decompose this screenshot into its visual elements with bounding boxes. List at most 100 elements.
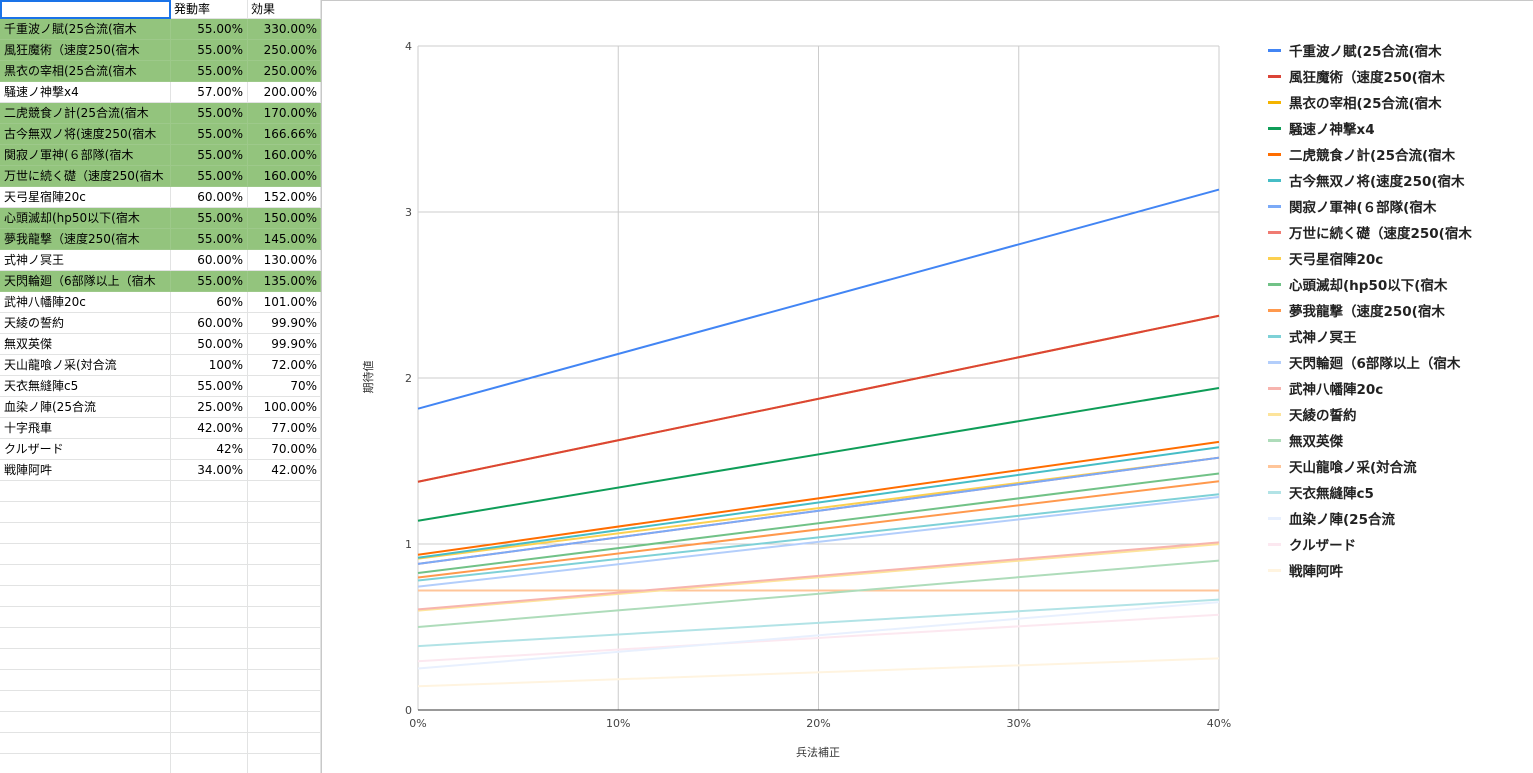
effect-cell[interactable]: 70%	[248, 376, 321, 397]
skill-name-cell[interactable]: 天綾の誓約	[0, 313, 171, 334]
empty-cell[interactable]	[0, 523, 171, 544]
legend-item[interactable]: 風狂魔術（速度250(宿木	[1268, 63, 1530, 89]
skill-name-cell[interactable]: 万世に続く礎（速度250(宿木	[0, 166, 171, 187]
selected-header-cell[interactable]	[0, 0, 171, 19]
skill-name-cell[interactable]: 天衣無縫陣c5	[0, 376, 171, 397]
skill-name-cell[interactable]: 血染ノ陣(25合流	[0, 397, 171, 418]
empty-cell[interactable]	[248, 544, 321, 565]
effect-cell[interactable]: 145.00%	[248, 229, 321, 250]
rate-cell[interactable]: 25.00%	[171, 397, 248, 418]
effect-cell[interactable]: 130.00%	[248, 250, 321, 271]
empty-cell[interactable]	[248, 607, 321, 628]
legend-item[interactable]: 天山龍喰ノ采(対合流	[1268, 453, 1530, 479]
skill-name-cell[interactable]: 夢我龍撃（速度250(宿木	[0, 229, 171, 250]
skill-name-cell[interactable]: 騒速ノ神撃x4	[0, 82, 171, 103]
empty-cell[interactable]	[0, 691, 171, 712]
skill-name-cell[interactable]: 無双英傑	[0, 334, 171, 355]
legend-item[interactable]: 千重波ノ賦(25合流(宿木	[1268, 37, 1530, 63]
skill-name-cell[interactable]: 戦陣阿吽	[0, 460, 171, 481]
empty-cell[interactable]	[0, 712, 171, 733]
effect-cell[interactable]: 200.00%	[248, 82, 321, 103]
empty-cell[interactable]	[248, 523, 321, 544]
rate-cell[interactable]: 42%	[171, 439, 248, 460]
rate-cell[interactable]: 60.00%	[171, 250, 248, 271]
effect-cell[interactable]: 135.00%	[248, 271, 321, 292]
effect-cell[interactable]: 160.00%	[248, 166, 321, 187]
legend-item[interactable]: 無双英傑	[1268, 427, 1530, 453]
skill-name-cell[interactable]: 天山龍喰ノ采(対合流	[0, 355, 171, 376]
skill-name-cell[interactable]: クルザード	[0, 439, 171, 460]
legend-item[interactable]: 黒衣の宰相(25合流(宿木	[1268, 89, 1530, 115]
legend-item[interactable]: 天閃輪廻（6部隊以上（宿木	[1268, 349, 1530, 375]
header-effect[interactable]: 効果	[248, 0, 321, 19]
effect-cell[interactable]: 170.00%	[248, 103, 321, 124]
legend-item[interactable]: クルザード	[1268, 531, 1530, 557]
header-rate[interactable]: 発動率	[171, 0, 248, 19]
empty-cell[interactable]	[248, 670, 321, 691]
empty-cell[interactable]	[248, 628, 321, 649]
legend-item[interactable]: 騒速ノ神撃x4	[1268, 115, 1530, 141]
effect-cell[interactable]: 166.66%	[248, 124, 321, 145]
effect-cell[interactable]: 77.00%	[248, 418, 321, 439]
legend-item[interactable]: 心頭滅却(hp50以下(宿木	[1268, 271, 1530, 297]
effect-cell[interactable]: 99.90%	[248, 313, 321, 334]
rate-cell[interactable]: 55.00%	[171, 208, 248, 229]
rate-cell[interactable]: 55.00%	[171, 40, 248, 61]
empty-cell[interactable]	[171, 502, 248, 523]
empty-cell[interactable]	[0, 754, 171, 773]
rate-cell[interactable]: 60.00%	[171, 187, 248, 208]
rate-cell[interactable]: 55.00%	[171, 271, 248, 292]
rate-cell[interactable]: 50.00%	[171, 334, 248, 355]
empty-cell[interactable]	[171, 712, 248, 733]
empty-cell[interactable]	[171, 481, 248, 502]
empty-cell[interactable]	[0, 628, 171, 649]
empty-cell[interactable]	[171, 544, 248, 565]
effect-cell[interactable]: 152.00%	[248, 187, 321, 208]
legend-item[interactable]: 戦陣阿吽	[1268, 557, 1530, 583]
rate-cell[interactable]: 100%	[171, 355, 248, 376]
empty-cell[interactable]	[171, 649, 248, 670]
empty-cell[interactable]	[0, 607, 171, 628]
legend-item[interactable]: 血染ノ陣(25合流	[1268, 505, 1530, 531]
empty-cell[interactable]	[0, 544, 171, 565]
effect-cell[interactable]: 99.90%	[248, 334, 321, 355]
legend-item[interactable]: 関寂ノ軍神(６部隊(宿木	[1268, 193, 1530, 219]
rate-cell[interactable]: 60%	[171, 292, 248, 313]
skill-name-cell[interactable]: 風狂魔術（速度250(宿木	[0, 40, 171, 61]
empty-cell[interactable]	[0, 481, 171, 502]
skill-name-cell[interactable]: 関寂ノ軍神(６部隊(宿木	[0, 145, 171, 166]
legend-item[interactable]: 古今無双ノ将(速度250(宿木	[1268, 167, 1530, 193]
empty-cell[interactable]	[171, 670, 248, 691]
empty-cell[interactable]	[0, 649, 171, 670]
rate-cell[interactable]: 55.00%	[171, 145, 248, 166]
effect-cell[interactable]: 72.00%	[248, 355, 321, 376]
rate-cell[interactable]: 34.00%	[171, 460, 248, 481]
legend-item[interactable]: 夢我龍撃（速度250(宿木	[1268, 297, 1530, 323]
empty-cell[interactable]	[0, 502, 171, 523]
empty-cell[interactable]	[171, 586, 248, 607]
effect-cell[interactable]: 70.00%	[248, 439, 321, 460]
empty-cell[interactable]	[171, 754, 248, 773]
rate-cell[interactable]: 55.00%	[171, 19, 248, 40]
empty-cell[interactable]	[248, 754, 321, 773]
empty-cell[interactable]	[248, 502, 321, 523]
rate-cell[interactable]: 55.00%	[171, 376, 248, 397]
empty-cell[interactable]	[0, 586, 171, 607]
empty-cell[interactable]	[171, 733, 248, 754]
rate-cell[interactable]: 42.00%	[171, 418, 248, 439]
empty-cell[interactable]	[171, 565, 248, 586]
legend-item[interactable]: 天弓星宿陣20c	[1268, 245, 1530, 271]
legend-item[interactable]: 式神ノ冥王	[1268, 323, 1530, 349]
effect-cell[interactable]: 250.00%	[248, 61, 321, 82]
skill-name-cell[interactable]: 天閃輪廻（6部隊以上（宿木	[0, 271, 171, 292]
legend-item[interactable]: 武神八幡陣20c	[1268, 375, 1530, 401]
empty-cell[interactable]	[171, 607, 248, 628]
rate-cell[interactable]: 55.00%	[171, 103, 248, 124]
effect-cell[interactable]: 160.00%	[248, 145, 321, 166]
empty-cell[interactable]	[171, 628, 248, 649]
empty-cell[interactable]	[248, 691, 321, 712]
skill-name-cell[interactable]: 古今無双ノ将(速度250(宿木	[0, 124, 171, 145]
effect-cell[interactable]: 330.00%	[248, 19, 321, 40]
effect-cell[interactable]: 42.00%	[248, 460, 321, 481]
skill-name-cell[interactable]: 十字飛車	[0, 418, 171, 439]
